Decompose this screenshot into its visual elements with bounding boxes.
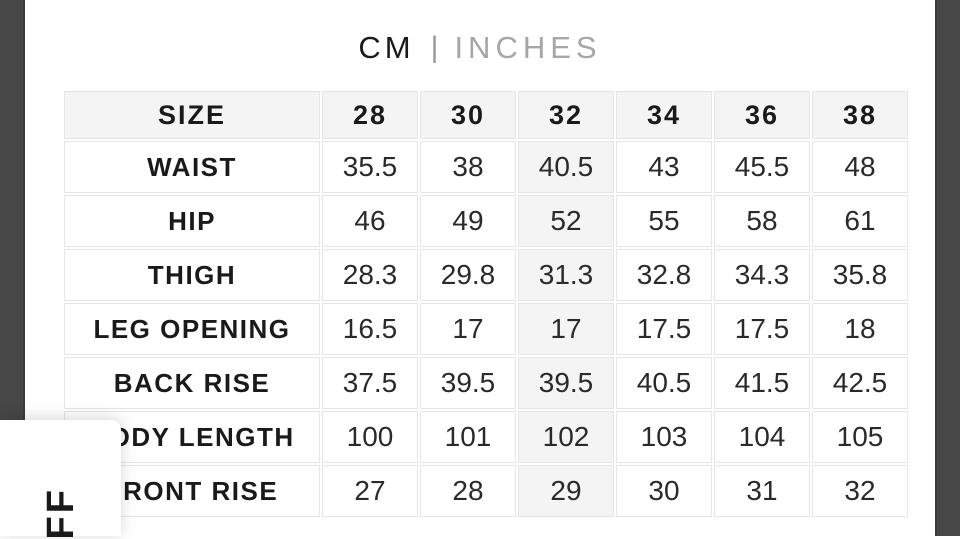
table-cell: 45.5 — [714, 141, 810, 193]
unit-toggle: CM | INCHES — [0, 30, 960, 66]
table-cell: 48 — [812, 141, 908, 193]
table-cell: 38 — [420, 141, 516, 193]
size-column-header: 36 — [714, 91, 810, 139]
table-row: WAIST 35.5 38 40.5 43 45.5 48 — [64, 141, 908, 193]
table-cell: 17.5 — [616, 303, 712, 355]
row-label: HIP — [64, 195, 320, 247]
table-cell: 40.5 — [616, 357, 712, 409]
header-row: SIZE 28 30 32 34 36 38 — [64, 91, 908, 139]
size-column-header: 28 — [322, 91, 418, 139]
table-cell: 43 — [616, 141, 712, 193]
table-cell: 41.5 — [714, 357, 810, 409]
table-cell: 16.5 — [322, 303, 418, 355]
table-cell: 27 — [322, 465, 418, 517]
table-row: BACK RISE 37.5 39.5 39.5 40.5 41.5 42.5 — [64, 357, 908, 409]
table-cell: 46 — [322, 195, 418, 247]
table-cell: 105 — [812, 411, 908, 463]
table-cell: 30 — [616, 465, 712, 517]
size-column-header: 32 — [518, 91, 614, 139]
table-cell: 101 — [420, 411, 516, 463]
size-header-cell: SIZE — [64, 91, 320, 139]
table-cell: 28 — [420, 465, 516, 517]
table-cell: 35.5 — [322, 141, 418, 193]
table-cell: 17 — [420, 303, 516, 355]
size-chart-table: SIZE 28 30 32 34 36 38 WAIST 35.5 38 40.5 43 45.5 48… — [62, 89, 910, 519]
table-row: FRONT RISE 27 28 29 30 31 32 — [64, 465, 908, 517]
table-cell: 49 — [420, 195, 516, 247]
table-row: HIP 46 49 52 55 58 61 — [64, 195, 908, 247]
table-cell: 58 — [714, 195, 810, 247]
size-chart-body: WAIST 35.5 38 40.5 43 45.5 48 HIP 46 49 52 55 58 61 TH… — [64, 141, 908, 517]
table-cell: 52 — [518, 195, 614, 247]
promo-ribbon-text[interactable]: FF — [40, 487, 82, 539]
unit-toggle-divider: | — [430, 31, 439, 64]
table-row: BODY LENGTH 100 101 102 103 104 105 — [64, 411, 908, 463]
row-label: THIGH — [64, 249, 320, 301]
right-dark-panel — [935, 0, 960, 536]
row-label: LEG OPENING — [64, 303, 320, 355]
table-cell: 39.5 — [420, 357, 516, 409]
table-row: LEG OPENING 16.5 17 17 17.5 17.5 18 — [64, 303, 908, 355]
table-cell: 35.8 — [812, 249, 908, 301]
size-column-header: 34 — [616, 91, 712, 139]
size-column-header: 30 — [420, 91, 516, 139]
row-label: WAIST — [64, 141, 320, 193]
table-cell: 42.5 — [812, 357, 908, 409]
table-cell: 102 — [518, 411, 614, 463]
table-row: THIGH 28.3 29.8 31.3 32.8 34.3 35.8 — [64, 249, 908, 301]
table-cell: 18 — [812, 303, 908, 355]
table-cell: 104 — [714, 411, 810, 463]
table-cell: 32.8 — [616, 249, 712, 301]
table-cell: 55 — [616, 195, 712, 247]
table-cell: 100 — [322, 411, 418, 463]
table-cell: 17 — [518, 303, 614, 355]
size-chart-header: SIZE 28 30 32 34 36 38 — [64, 91, 908, 139]
size-column-header: 38 — [812, 91, 908, 139]
table-cell: 32 — [812, 465, 908, 517]
table-cell: 29.8 — [420, 249, 516, 301]
unit-cm-tab[interactable]: CM — [358, 30, 415, 65]
table-cell: 31.3 — [518, 249, 614, 301]
table-cell: 40.5 — [518, 141, 614, 193]
table-cell: 29 — [518, 465, 614, 517]
table-cell: 34.3 — [714, 249, 810, 301]
unit-inches-tab[interactable]: INCHES — [454, 30, 602, 65]
table-cell: 39.5 — [518, 357, 614, 409]
table-cell: 17.5 — [714, 303, 810, 355]
promo-card[interactable] — [0, 420, 121, 536]
table-cell: 61 — [812, 195, 908, 247]
row-label: BACK RISE — [64, 357, 320, 409]
table-cell: 31 — [714, 465, 810, 517]
table-cell: 37.5 — [322, 357, 418, 409]
table-cell: 103 — [616, 411, 712, 463]
table-cell: 28.3 — [322, 249, 418, 301]
